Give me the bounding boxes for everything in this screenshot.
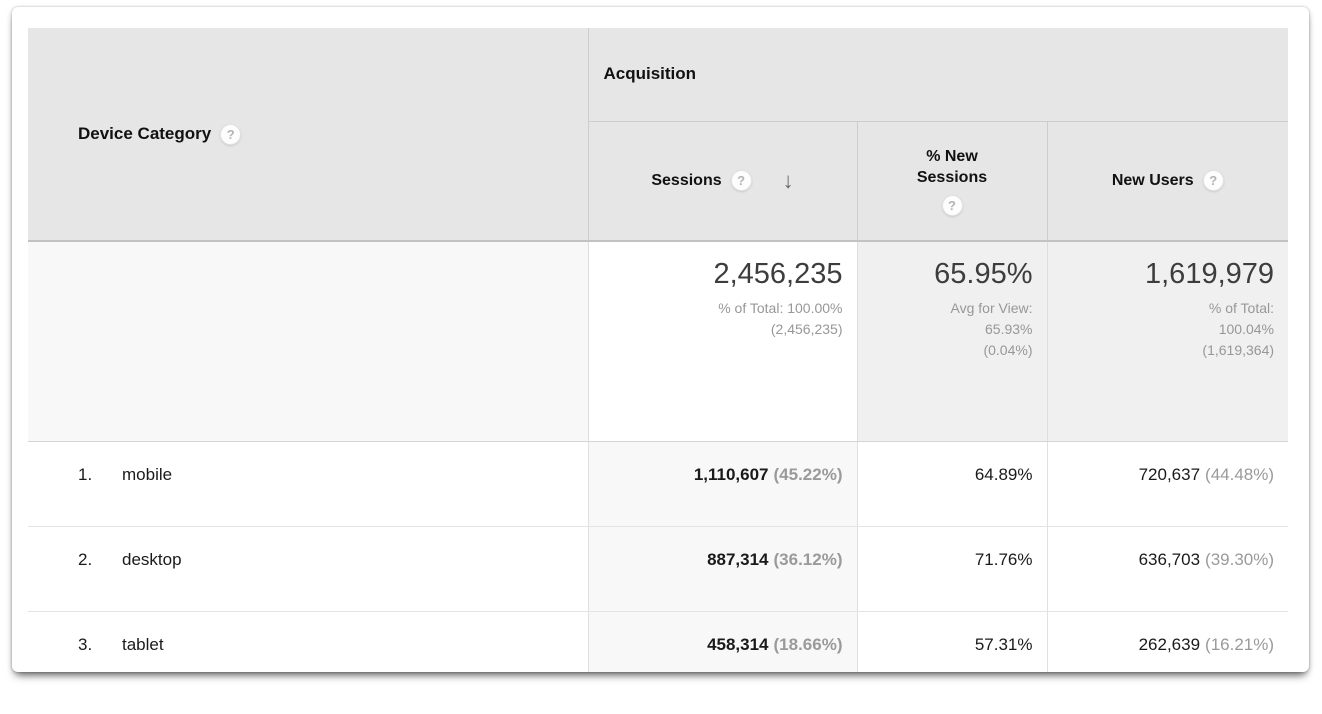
sessions-value: 458,314 — [707, 634, 769, 654]
table-row-mobile: 1. mobile 1,110,607 (45.22%) 64.89% 720,63… — [28, 441, 1289, 527]
row-index: 3. — [78, 634, 93, 654]
new-sessions-cell: 71.76% — [856, 526, 1047, 612]
help-icon[interactable]: ? — [941, 194, 963, 216]
column-header-new-sessions[interactable]: % New Sessions ? — [856, 121, 1047, 242]
new-users-cell: 262,639 (16.21%) — [1046, 611, 1289, 672]
device-label: desktop — [122, 549, 182, 569]
new-users-total: 1,619,979 — [1145, 258, 1275, 290]
sort-descending-icon[interactable]: ↓ — [782, 167, 794, 193]
help-icon[interactable]: ? — [730, 170, 752, 192]
sessions-cell: 887,314 (36.12%) — [587, 526, 857, 612]
help-icon[interactable]: ? — [1202, 170, 1224, 192]
summary-dimension-cell — [28, 241, 588, 442]
new-users-percent: (44.48%) — [1205, 464, 1275, 484]
device-cell: 3. tablet — [28, 611, 588, 672]
column-header-new-users[interactable]: New Users ? — [1046, 121, 1289, 242]
device-category-table: Device Category? Acquisition Sessions ? … — [28, 28, 1289, 672]
group-header-acquisition: Acquisition — [587, 28, 1289, 122]
device-category-label: Device Category — [78, 123, 212, 143]
new-sessions-cell: 57.31% — [856, 611, 1047, 672]
new-users-value: 262,639 — [1138, 634, 1201, 654]
sessions-cell: 1,110,607 (45.22%) — [587, 441, 857, 527]
new-users-total-subtext: % of Total: 100.04% (1,619,364) — [1202, 300, 1275, 358]
new-sessions-label: % New Sessions — [916, 147, 988, 186]
device-label: tablet — [122, 634, 164, 654]
new-sessions-average: 65.95% — [934, 258, 1033, 290]
group-header-row: Device Category? Acquisition — [28, 28, 1289, 242]
device-cell: 2. desktop — [28, 526, 588, 612]
new-sessions-value: 64.89% — [974, 464, 1033, 484]
device-label: mobile — [122, 464, 173, 484]
new-users-value: 720,637 — [1138, 464, 1201, 484]
new-users-percent: (16.21%) — [1205, 634, 1275, 654]
device-cell: 1. mobile — [28, 441, 588, 527]
row-index: 2. — [78, 549, 93, 569]
new-users-percent: (39.30%) — [1205, 549, 1275, 569]
new-users-label: New Users — [1111, 171, 1194, 189]
sessions-value: 1,110,607 — [693, 464, 769, 484]
new-users-value: 636,703 — [1138, 549, 1201, 569]
sessions-percent: (45.22%) — [773, 464, 843, 484]
screenshot-frame: Device Category? Acquisition Sessions ? … — [12, 7, 1309, 672]
new-sessions-value: 57.31% — [974, 634, 1033, 654]
new-users-cell: 636,703 (39.30%) — [1046, 526, 1289, 612]
column-header-sessions[interactable]: Sessions ? ↓ — [587, 121, 857, 242]
sessions-total: 2,456,235 — [713, 258, 843, 290]
metric-header-row: Sessions ? ↓ % New Sessions ? New — [28, 121, 1289, 242]
new-users-cell: 720,637 (44.48%) — [1046, 441, 1289, 527]
column-header-device-category[interactable]: Device Category? — [28, 28, 588, 242]
new-sessions-cell: 64.89% — [856, 441, 1047, 527]
summary-new-users-cell: 1,619,979 % of Total: 100.04% (1,619,364… — [1046, 241, 1289, 442]
new-sessions-value: 71.76% — [974, 549, 1033, 569]
sessions-value: 887,314 — [707, 549, 769, 569]
summary-new-sessions-cell: 65.95% Avg for View: 65.93% (0.04%) — [856, 241, 1047, 442]
table-row-desktop: 2. desktop 887,314 (36.12%) 71.76% 636,703… — [28, 526, 1289, 612]
table-row-tablet: 3. tablet 458,314 (18.66%) 57.31% 262,639(… — [28, 611, 1289, 672]
sessions-total-subtext: % of Total: 100.00% (2,456,235) — [718, 300, 843, 337]
summary-sessions-cell: 2,456,235 % of Total: 100.00% (2,456,235… — [587, 241, 857, 442]
sessions-percent: (18.66%) — [773, 634, 843, 654]
new-sessions-average-subtext: Avg for View: 65.93% (0.04%) — [950, 300, 1033, 358]
sessions-percent: (36.12%) — [773, 549, 843, 569]
sessions-cell: 458,314 (18.66%) — [587, 611, 857, 672]
acquisition-label: Acquisition — [603, 64, 697, 84]
summary-row: 2,456,235 % of Total: 100.00% (2,456,235… — [28, 241, 1289, 442]
help-icon[interactable]: ? — [220, 123, 242, 145]
row-index: 1. — [78, 464, 93, 484]
sessions-label: Sessions — [651, 171, 722, 189]
